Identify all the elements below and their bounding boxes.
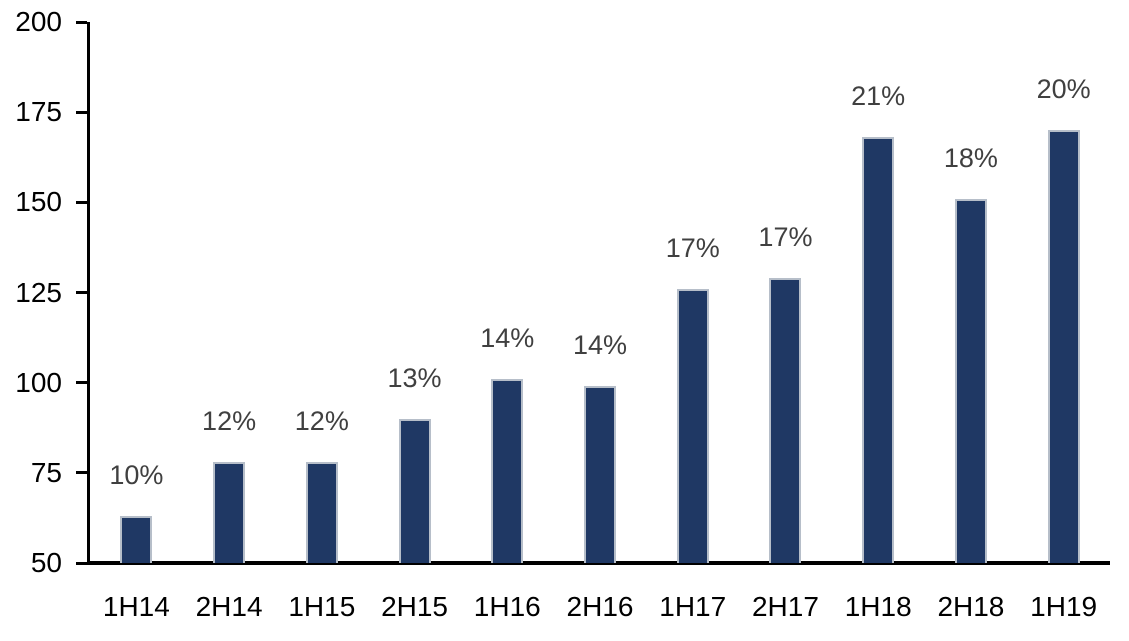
y-tick bbox=[76, 20, 87, 24]
y-tick bbox=[76, 471, 87, 475]
x-axis-label: 2H14 bbox=[195, 591, 263, 622]
bar bbox=[676, 288, 709, 563]
bar-value-label: 18% bbox=[943, 142, 998, 173]
bar-value-label: 13% bbox=[387, 362, 442, 393]
x-axis-label: 1H15 bbox=[288, 591, 356, 622]
y-axis-line bbox=[87, 22, 90, 565]
y-tick bbox=[76, 110, 87, 114]
y-tick-label: 100 bbox=[15, 366, 62, 398]
y-tick-label: 175 bbox=[15, 96, 62, 128]
x-axis-line bbox=[87, 561, 1110, 565]
bar bbox=[954, 198, 987, 563]
bar-value-label: 14% bbox=[480, 323, 535, 354]
bar bbox=[398, 418, 431, 563]
y-tick-label: 75 bbox=[30, 456, 62, 488]
x-axis-label: 2H15 bbox=[381, 591, 448, 622]
bar-value-label: 21% bbox=[851, 81, 906, 112]
bar-value-label: 20% bbox=[1036, 74, 1091, 105]
y-tick-label: 200 bbox=[15, 6, 62, 37]
x-axis-label: 2H16 bbox=[566, 591, 634, 622]
y-tick bbox=[76, 200, 87, 204]
bar-value-label: 14% bbox=[572, 330, 628, 361]
y-tick bbox=[76, 381, 87, 385]
bar bbox=[213, 462, 246, 563]
x-axis-label: 1H14 bbox=[102, 591, 170, 622]
bar bbox=[491, 379, 524, 563]
bar bbox=[305, 462, 338, 563]
y-tick bbox=[76, 561, 87, 565]
y-tick-label: 150 bbox=[15, 186, 62, 218]
x-axis-label: 1H17 bbox=[659, 591, 727, 622]
bar-value-label: 12% bbox=[202, 406, 257, 436]
bar bbox=[584, 386, 616, 563]
bar bbox=[862, 137, 895, 563]
x-axis-label: 2H17 bbox=[751, 591, 819, 622]
bar-value-label: 12% bbox=[294, 406, 349, 436]
bar-value-label: 17% bbox=[665, 232, 720, 263]
bar-value-label: 10% bbox=[109, 460, 164, 491]
y-tick-label: 125 bbox=[15, 276, 62, 308]
bar bbox=[120, 516, 153, 563]
bar bbox=[1047, 130, 1080, 563]
x-axis-label: 1H18 bbox=[844, 591, 912, 622]
y-tick-label: 50 bbox=[30, 547, 62, 578]
x-axis-label: 2H18 bbox=[937, 591, 1005, 622]
x-axis-label: 1H19 bbox=[1030, 591, 1098, 622]
y-tick bbox=[76, 291, 87, 294]
x-axis-label: 1H16 bbox=[473, 591, 541, 622]
bar bbox=[769, 278, 802, 563]
bar-value-label: 17% bbox=[758, 222, 813, 253]
